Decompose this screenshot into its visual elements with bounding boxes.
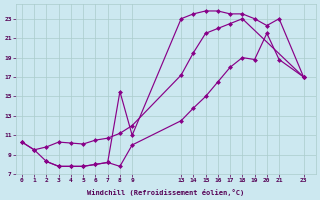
X-axis label: Windchill (Refroidissement éolien,°C): Windchill (Refroidissement éolien,°C) [87, 189, 244, 196]
